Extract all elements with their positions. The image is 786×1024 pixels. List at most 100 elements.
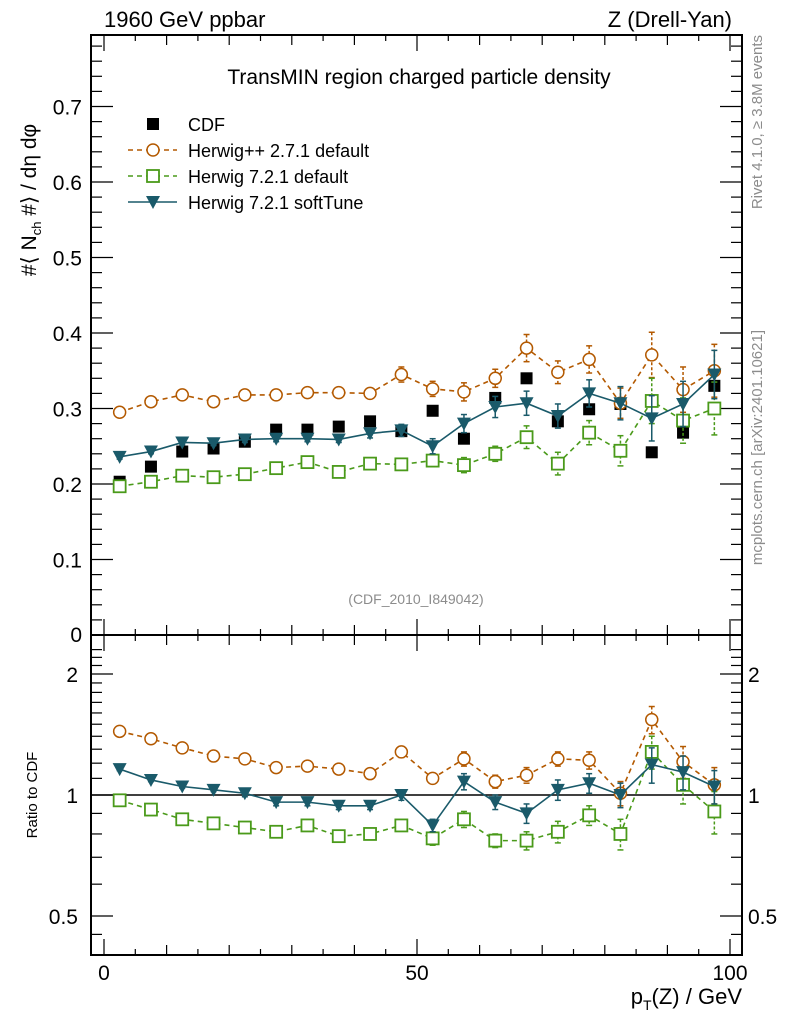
herwig7-softtune-marker [550, 783, 565, 797]
legend-label: CDF [188, 115, 225, 135]
ylabel-post: #⟩ / dη dφ [18, 124, 41, 222]
herwigpp-marker [300, 385, 315, 400]
herwig7-softtune-marker [707, 368, 722, 382]
herwig7-softtune-marker [237, 787, 252, 801]
herwigpp-marker [363, 386, 377, 401]
herwigpp-marker [645, 348, 659, 362]
herwig7-softtune-marker [363, 799, 378, 813]
herwig7-softtune-marker [613, 397, 628, 411]
main-series-herwig-7-2-1-default [112, 377, 722, 494]
main-series-layer [112, 331, 722, 494]
ratio-series-line [119, 763, 715, 827]
herwig7-softtune-marker [456, 775, 471, 789]
herwig7-softtune-marker [644, 412, 659, 426]
herwigpp-marker [488, 371, 502, 386]
cdf-data-point [301, 423, 314, 436]
ylabel-sub: ch [29, 222, 44, 236]
cdf-data-point [144, 460, 157, 473]
herwigpp-marker [582, 352, 596, 367]
herwigpp-marker [645, 712, 659, 727]
herwigpp-marker [112, 724, 127, 739]
herwigpp-marker [519, 341, 534, 355]
legend-label: Herwig++ 2.7.1 default [188, 141, 369, 161]
analysis-annotation: (CDF_2010_I849042) [348, 591, 483, 607]
herwig7-softtune-marker [363, 427, 378, 441]
legend-label: Herwig 7.2.1 default [188, 167, 348, 187]
herwig7-default-marker [550, 456, 565, 471]
main-ytick-label-zero: 0 [70, 624, 82, 647]
herwig7-softtune-marker [269, 432, 284, 446]
herwig7-softtune-marker [550, 410, 565, 424]
herwigpp-marker [269, 388, 283, 402]
xtick-label: 50 [405, 962, 428, 985]
herwig7-softtune-marker [175, 780, 190, 794]
herwigpp-marker [551, 752, 565, 766]
herwig7-softtune-marker [237, 433, 252, 447]
herwigpp-marker [238, 752, 252, 766]
herwig7-default-marker [112, 479, 127, 494]
herwigpp-marker [269, 760, 283, 775]
ratio-ytick-label-left: 1 [66, 785, 78, 808]
herwigpp-marker [175, 741, 189, 755]
herwig7-softtune-marker [676, 397, 691, 411]
ratio-series-layer [112, 705, 722, 851]
herwig7-default-marker [707, 401, 722, 416]
ratio-y-axis-label: Ratio to CDF [24, 752, 41, 839]
herwig7-softtune-marker [143, 445, 158, 459]
top-right-label: Z (Drell-Yan) [608, 7, 732, 32]
herwigpp-marker [582, 753, 596, 768]
herwig7-default-marker [363, 456, 377, 471]
herwig7-softtune-marker [644, 758, 659, 772]
ratio-ytick-label-right: 2 [748, 664, 760, 687]
herwig7-default-marker [394, 818, 409, 833]
ratio-series-herwig-2-7-1-default [112, 705, 722, 807]
ratio-ytick-label-right: 0.5 [748, 906, 777, 929]
herwig7-softtune-marker [112, 450, 127, 464]
herwigpp-marker [425, 771, 440, 786]
herwig7-softtune-marker [146, 196, 160, 209]
herwig7-default-marker [206, 816, 221, 831]
herwigpp-marker [457, 752, 471, 766]
xlabel-sub: T [643, 997, 652, 1013]
herwig7-default-marker [175, 468, 190, 483]
herwig7-default-marker [613, 827, 628, 841]
xtick-label: 0 [98, 962, 110, 985]
main-axis-ticks [91, 35, 742, 636]
herwig7-softtune-marker [143, 773, 158, 787]
herwig7-default-marker [582, 425, 597, 440]
herwigpp-marker [332, 385, 346, 400]
cdf-data-point [457, 432, 470, 445]
herwig7-default-marker [457, 458, 471, 473]
legend-item: Herwig++ 2.7.1 default [128, 141, 369, 161]
herwig7-softtune-marker [425, 440, 440, 454]
herwig7-default-marker [707, 804, 722, 819]
main-ytick-label: 0.7 [53, 97, 82, 120]
herwig7-default-marker [519, 833, 534, 848]
herwig7-softtune-marker [300, 432, 315, 446]
ratio-ytick-label-right: 1 [748, 785, 760, 808]
herwigpp-marker [300, 759, 315, 773]
main-ytick-label: 0.4 [53, 323, 83, 346]
herwig7-default-marker [331, 465, 346, 479]
herwig7-softtune-marker [331, 799, 346, 813]
herwig7-softtune-marker [425, 819, 440, 833]
herwig7-default-marker [300, 818, 315, 833]
herwig7-softtune-marker [613, 789, 628, 802]
herwig7-softtune-marker [676, 766, 691, 780]
herwigpp-marker [457, 385, 471, 399]
herwigpp-marker [332, 762, 346, 776]
herwig7-softtune-marker [206, 437, 221, 451]
cdf-data-point [364, 415, 377, 428]
ratio-ytick-label-left: 0.5 [49, 906, 78, 929]
herwigpp-marker [146, 143, 160, 157]
herwig7-default-marker [425, 453, 440, 468]
chart-title: TransMIN region charged particle density [227, 66, 611, 89]
cdf-data-point [645, 446, 658, 459]
herwigpp-marker [394, 745, 409, 759]
herwig7-default-marker [206, 470, 221, 485]
rivet-version-text: Rivet 4.1.0, ≥ 3.8M events [749, 35, 766, 209]
herwig7-softtune-marker [456, 417, 471, 431]
main-series-herwig-2-7-1-default [112, 331, 722, 420]
cdf-data-point [147, 118, 159, 130]
